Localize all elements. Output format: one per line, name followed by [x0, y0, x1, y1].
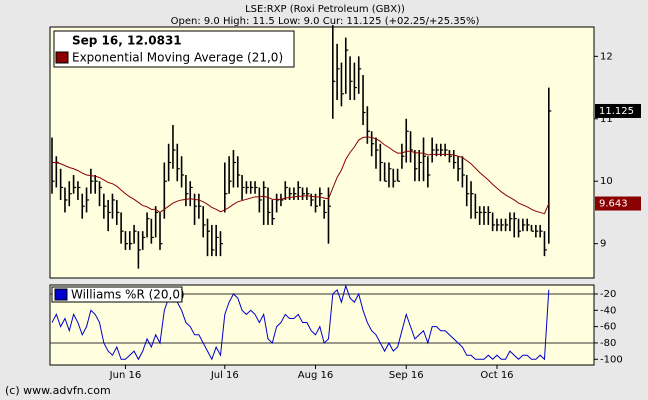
y-tick-label: -80 — [600, 338, 616, 349]
y-tick-label: 10 — [600, 176, 613, 187]
x-tick-label: Oct 16 — [480, 370, 513, 381]
value-tag-label: 9.643 — [599, 199, 628, 210]
chart-subtitle: Open: 9.0 High: 11.5 Low: 9.0 Cur: 11.12… — [171, 16, 480, 27]
x-tick-label: Sep 16 — [389, 370, 424, 381]
legend-box — [51, 286, 183, 303]
legend-label: Williams %R (20,0) — [71, 288, 185, 302]
x-tick-label: Jun 16 — [109, 370, 142, 381]
y-tick-label: -20 — [600, 289, 616, 300]
y-tick-label: -100 — [600, 354, 623, 365]
x-tick-label: Aug 16 — [298, 370, 333, 381]
value-tag — [595, 196, 641, 211]
y-tick-label: 12 — [600, 51, 613, 62]
chart-title: LSE:RXP (Roxi Petroleum (GBX)) — [245, 4, 405, 15]
y-tick-label: -40 — [600, 305, 616, 316]
legend-date: Sep 16, 12.0831 — [72, 34, 182, 48]
value-tag — [595, 103, 641, 118]
legend-swatch — [55, 51, 69, 64]
y-tick-label: -60 — [600, 322, 616, 333]
legend-label: Exponential Moving Average (21,0) — [72, 51, 283, 65]
ema-line — [52, 136, 550, 215]
plot-area — [49, 26, 595, 279]
indicator-line — [51, 284, 550, 361]
y-tick-label: 11 — [600, 114, 613, 125]
legend-box — [53, 30, 295, 68]
footer: (c) www.advfn.com — [5, 384, 111, 397]
legend-swatch — [54, 288, 68, 301]
y-tick-label: 9 — [600, 239, 606, 250]
value-tag-label: 11.125 — [599, 106, 634, 117]
x-tick-label: Jul 16 — [210, 370, 239, 381]
plot-area — [49, 284, 595, 366]
